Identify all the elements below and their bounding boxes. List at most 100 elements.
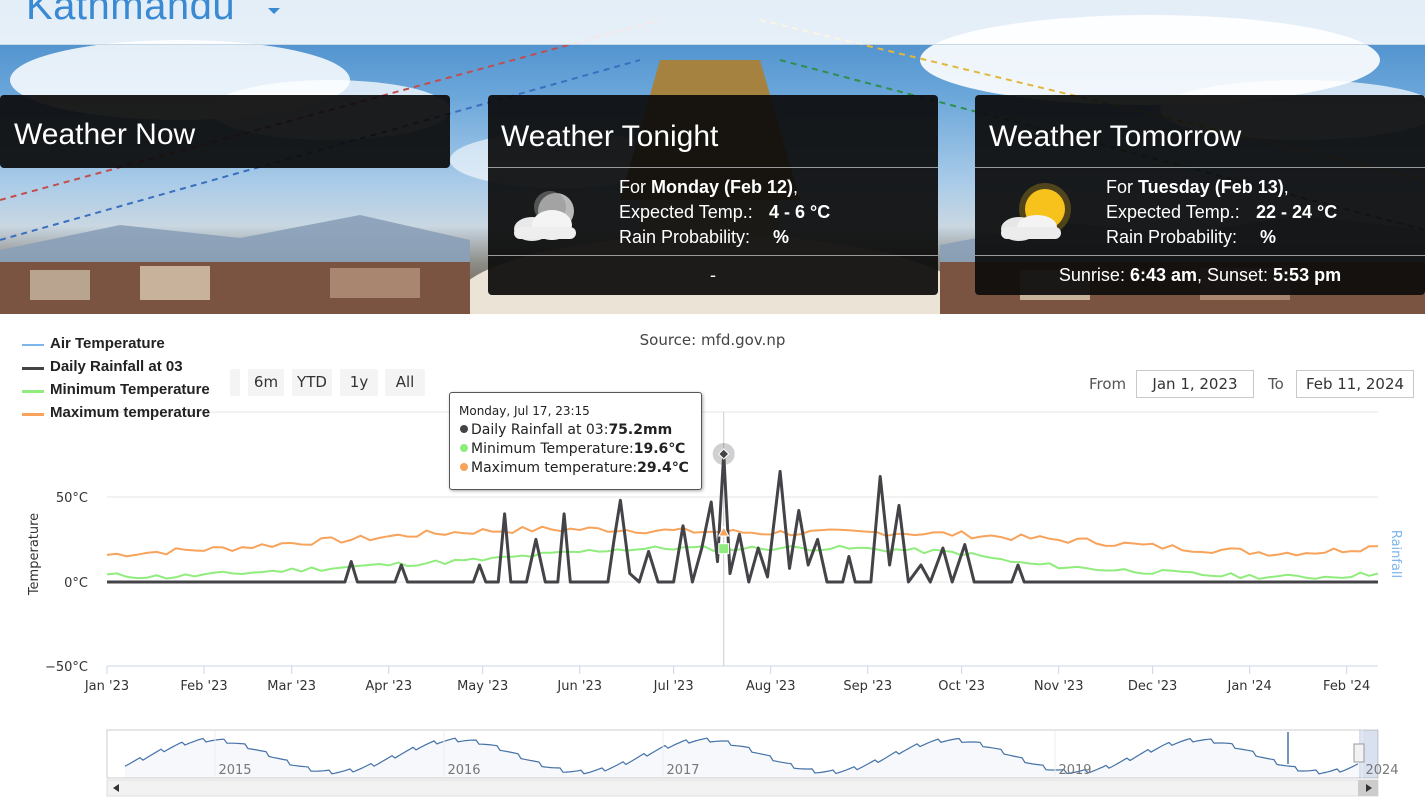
scrollbar-track[interactable] <box>106 779 1379 797</box>
sunset-value: 5:53 pm <box>1273 265 1342 285</box>
range-button-all[interactable]: All <box>385 369 425 396</box>
tooltip-dot <box>460 463 468 471</box>
tomorrow-forecast: For Tuesday (Feb 13), Expected Temp.: 22 … <box>1106 175 1337 250</box>
tomorrow-temp-row: Expected Temp.: 22 - 24 °C <box>1106 200 1337 225</box>
top-bar: Kathmandu <box>0 0 1425 45</box>
rain-label: Rain Probability: <box>619 227 751 247</box>
tomorrow-day: Tuesday (Feb 13) <box>1138 177 1284 197</box>
series-line-daily-rainfall[interactable] <box>107 452 1378 584</box>
temp-label: Expected Temp.: <box>1106 202 1240 222</box>
comma: , <box>1283 177 1289 197</box>
range-button-partial[interactable] <box>230 369 240 396</box>
x-tick-label: Sep '23 <box>843 679 892 694</box>
x-tick-label: Jan '24 <box>1226 679 1271 694</box>
hero-banner: Kathmandu Weather Now Weather Tonight Fo… <box>0 0 1425 314</box>
tooltip-label: Maximum temperature: <box>471 460 638 476</box>
weather-history-chart: 50°C 0°C −50°C Temperature Rainfall Jan '23 Fe… <box>0 314 1425 807</box>
x-tick-label: Mar '23 <box>267 679 316 694</box>
chart-tooltip: Monday, Jul 17, 23:15 Daily Rainfall at … <box>449 392 702 490</box>
x-tick-label: Dec '23 <box>1128 679 1177 694</box>
hover-marker-rainfall <box>718 448 730 460</box>
for-prefix: For <box>619 177 652 197</box>
tonight-day: Monday (Feb 12) <box>651 177 794 197</box>
tooltip-dot <box>460 444 468 452</box>
divider <box>488 255 938 256</box>
navigator-year-label: 2016 <box>447 763 480 778</box>
x-tick-label: Jun '23 <box>556 679 602 694</box>
navigator-handle-right[interactable] <box>1353 743 1365 763</box>
tooltip-value: 75.2mm <box>608 422 673 438</box>
rain-label: Rain Probability: <box>1106 227 1238 247</box>
series-line-maximum-temperature[interactable] <box>106 525 1378 558</box>
navigator-year-label: 2017 <box>666 763 699 778</box>
temp-label: Expected Temp.: <box>619 202 753 222</box>
range-button-1y[interactable]: 1y <box>340 369 378 396</box>
tomorrow-temp-value: 22 - 24 °C <box>1256 202 1338 222</box>
weather-tonight-title: Weather Tonight <box>501 120 719 153</box>
scrollbar-left-arrow-icon[interactable] <box>113 784 119 792</box>
legend-label: Daily Rainfall at 03 <box>50 358 183 375</box>
hover-marker-max-temp <box>717 525 730 537</box>
tonight-forecast: For Monday (Feb 12), Expected Temp.: 4 - … <box>619 175 830 250</box>
x-tick-label: Aug '23 <box>746 679 796 694</box>
sun-cloud-icon <box>1001 183 1071 241</box>
tooltip-value: 29.4℃ <box>637 460 689 476</box>
series-line-minimum-temperature[interactable] <box>106 544 1379 580</box>
range-button-ytd[interactable]: YTD <box>292 369 332 396</box>
legend-label: Air Temperature <box>50 335 165 352</box>
navigator-year-label: 2024 <box>1365 763 1398 778</box>
weather-tomorrow-title: Weather Tomorrow <box>989 120 1242 153</box>
range-button-6m[interactable]: 6m <box>248 369 284 396</box>
legend-swatch <box>22 367 44 370</box>
comma: , <box>793 177 799 197</box>
y-axis-title: Temperature <box>27 513 42 596</box>
x-tick-label: Jan '23 <box>84 679 129 694</box>
navigator-year-label: 2015 <box>218 763 251 778</box>
chart-canvas: 50°C 0°C −50°C Temperature Rainfall Jan '23 Fe… <box>27 411 1403 797</box>
tooltip-row-rainfall: Daily Rainfall at 03:75.2mm <box>460 422 672 438</box>
x-tick-label: Oct '23 <box>938 679 985 694</box>
tonight-temp-row: Expected Temp.: 4 - 6 °C <box>619 200 830 225</box>
to-date-input[interactable]: Feb 11, 2024 <box>1296 370 1414 398</box>
x-tick-label: Apr '23 <box>365 679 412 694</box>
hover-marker-min-temp <box>718 543 730 555</box>
y-tick-label: 0°C <box>64 576 88 591</box>
y-tick-label: 50°C <box>56 491 88 506</box>
navigator-selected-range <box>1359 730 1378 778</box>
divider <box>488 167 938 168</box>
city-selector[interactable]: Kathmandu <box>26 0 236 28</box>
tooltip-dot <box>460 425 468 433</box>
tooltip-header: Monday, Jul 17, 23:15 <box>459 404 590 418</box>
tooltip-label: Daily Rainfall at 03: <box>471 422 609 438</box>
cloud-moon-icon <box>514 191 576 241</box>
to-label: To <box>1268 375 1284 393</box>
from-date-input[interactable]: Jan 1, 2023 <box>1136 370 1254 398</box>
sunrise-label: Sunrise: <box>1058 265 1130 285</box>
tooltip-label: Minimum Temperature: <box>471 441 634 457</box>
divider <box>975 255 1425 256</box>
chart-source: Source: mfd.gov.np <box>639 331 786 349</box>
weather-tonight-panel: Weather Tonight For Monday (Feb 12), Exp… <box>488 95 938 295</box>
tooltip-value: 19.6℃ <box>633 441 686 457</box>
sunset-label: , Sunset: <box>1197 265 1274 285</box>
y-tick-label: −50°C <box>45 660 88 675</box>
tomorrow-day-row: For Tuesday (Feb 13), <box>1106 175 1289 200</box>
chevron-down-icon[interactable] <box>268 8 280 14</box>
legend-label: Minimum Temperature <box>50 381 210 398</box>
sun-times: Sunrise: 6:43 am, Sunset: 5:53 pm <box>975 265 1425 286</box>
divider <box>975 167 1425 168</box>
navigator-frame <box>106 729 1379 779</box>
sunrise-value: 6:43 am <box>1129 265 1197 285</box>
tonight-rain-value: % <box>773 227 790 247</box>
from-label: From <box>1089 375 1127 393</box>
tonight-rain-row: Rain Probability:% <box>619 225 798 250</box>
tooltip-row-max-temp: Maximum temperature:29.4℃ <box>460 460 689 476</box>
x-tick-label: May '23 <box>457 679 508 694</box>
tonight-day-row: For Monday (Feb 12), <box>619 175 798 200</box>
navigator-series <box>124 737 1359 775</box>
weather-tomorrow-panel: Weather Tomorrow For Tuesday (Feb 13), E… <box>975 95 1425 295</box>
legend-swatch <box>22 390 44 393</box>
navigator-year-label: 2019 <box>1058 763 1091 778</box>
x-tick-label: Feb '23 <box>180 679 227 694</box>
scrollbar-right-arrow-icon[interactable] <box>1366 784 1372 792</box>
